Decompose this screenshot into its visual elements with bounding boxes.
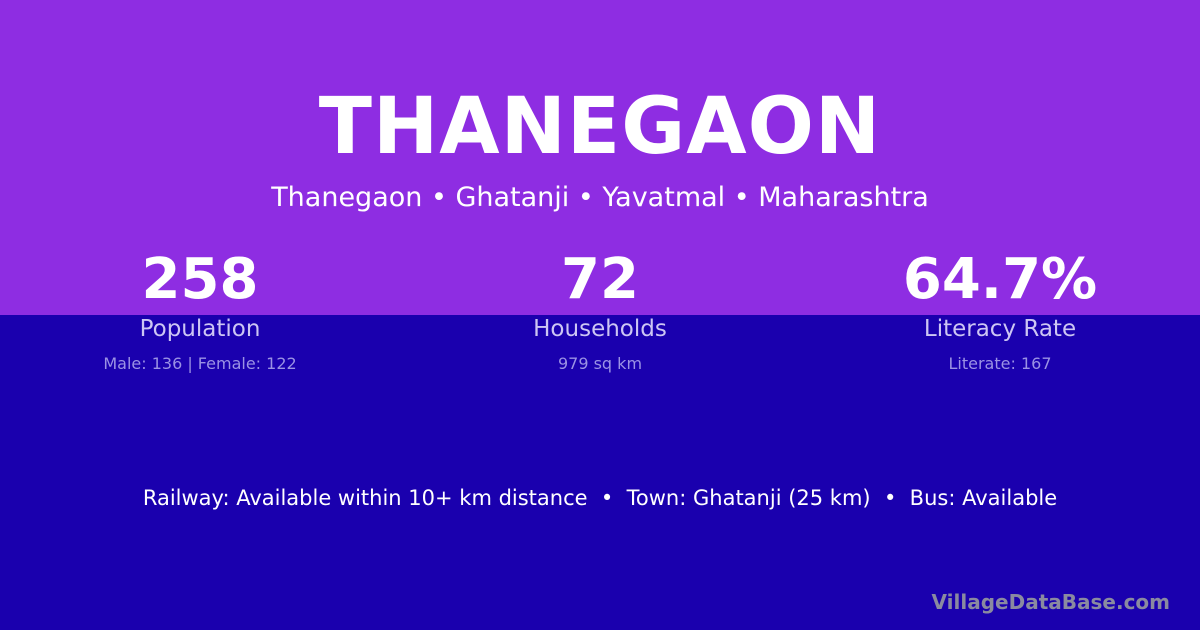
stat-detail: Literate: 167 bbox=[948, 354, 1052, 373]
stat-detail: 979 sq km bbox=[557, 354, 643, 373]
brand-watermark: VillageDataBase.com bbox=[931, 590, 1170, 614]
connectivity-facts: Railway: Available within 10+ km distanc… bbox=[142, 486, 1058, 510]
stat-value: 72 bbox=[561, 247, 639, 312]
stat-value: 258 bbox=[141, 247, 259, 312]
village-title: THANEGAON bbox=[318, 82, 882, 172]
stat-households: 72 Households 979 sq km bbox=[400, 247, 800, 374]
stat-label: Literacy Rate bbox=[923, 316, 1077, 342]
stat-label: Households bbox=[533, 316, 667, 342]
header-band bbox=[0, 0, 1200, 315]
stat-label: Population bbox=[139, 316, 261, 342]
location-breadcrumb: Thanegaon • Ghatanji • Yavatmal • Mahara… bbox=[271, 182, 929, 213]
stat-population: 258 Population Male: 136 | Female: 122 bbox=[0, 247, 400, 374]
stat-value: 64.7% bbox=[902, 247, 1098, 312]
stat-detail: Male: 136 | Female: 122 bbox=[103, 354, 297, 373]
stat-literacy: 64.7% Literacy Rate Literate: 167 bbox=[800, 247, 1200, 374]
